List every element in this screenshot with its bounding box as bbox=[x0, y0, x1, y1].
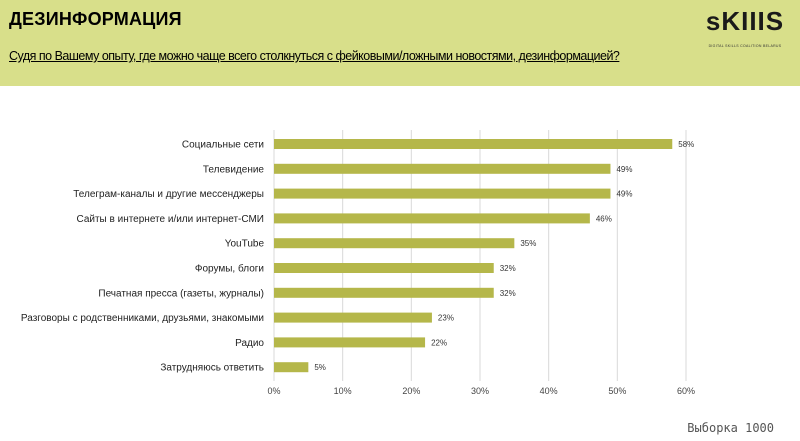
bar bbox=[274, 337, 426, 348]
x-tick-label: 0% bbox=[267, 386, 280, 396]
category-label: YouTube bbox=[225, 239, 265, 250]
value-label: 22% bbox=[431, 338, 447, 347]
bar bbox=[274, 139, 673, 149]
bar bbox=[274, 287, 494, 298]
value-label: 49% bbox=[616, 165, 632, 174]
value-label: 5% bbox=[314, 363, 326, 372]
x-tick-label: 50% bbox=[608, 386, 626, 396]
x-tick-label: 30% bbox=[471, 386, 489, 396]
logo-wordmark: sKIIIS bbox=[705, 6, 785, 36]
category-label: Сайты в интернете и/или интернет-СМИ bbox=[76, 214, 264, 225]
category-label: Радио bbox=[235, 338, 264, 349]
page-title: ДЕЗИНФОРМАЦИЯ bbox=[9, 9, 182, 29]
question-subtitle: Судя по Вашему опыту, где можно чаще все… bbox=[9, 49, 620, 63]
category-label: Затрудняюсь ответить bbox=[160, 363, 264, 374]
category-label: Печатная пресса (газеты, журналы) bbox=[98, 288, 264, 299]
value-label: 46% bbox=[596, 214, 612, 223]
value-label: 35% bbox=[520, 239, 536, 248]
value-label: 49% bbox=[616, 190, 632, 199]
label-layer: 0% 10% 20% 30% 40% 50% 60% Социальные сети 58% Те… bbox=[21, 140, 695, 397]
bar bbox=[274, 213, 590, 224]
value-label: 23% bbox=[438, 314, 454, 323]
x-tick-label: 60% bbox=[677, 386, 695, 396]
value-label: 32% bbox=[500, 264, 516, 273]
bar bbox=[274, 238, 515, 249]
bar bbox=[274, 188, 611, 199]
value-label: 32% bbox=[500, 289, 516, 298]
category-label: Разговоры с родственниками, друзьями, зн… bbox=[21, 313, 264, 324]
bar bbox=[274, 312, 432, 323]
category-label: Социальные сети bbox=[182, 140, 264, 151]
sample-size-note: Выборка 1000 bbox=[687, 421, 774, 435]
bar bbox=[274, 263, 494, 273]
category-label: Телевидение bbox=[203, 164, 265, 175]
category-label: Форумы, блоги bbox=[195, 263, 264, 275]
x-tick-label: 40% bbox=[540, 386, 558, 396]
header-band: ДЕЗИНФОРМАЦИЯ Судя по Вашему опыту, где … bbox=[0, 0, 800, 86]
category-label: Телеграм-каналы и другие мессенджеры bbox=[73, 189, 264, 200]
bar-layer bbox=[274, 139, 673, 373]
bar bbox=[274, 362, 309, 373]
skills-logo: sKIIIS DIGITAL SKILLS COALITION BELARUS bbox=[700, 6, 790, 52]
logo-tagline: DIGITAL SKILLS COALITION BELARUS bbox=[708, 44, 782, 48]
x-tick-label: 10% bbox=[334, 386, 352, 396]
value-label: 58% bbox=[678, 140, 694, 149]
x-tick-label: 20% bbox=[402, 386, 420, 396]
bar bbox=[274, 163, 611, 174]
bar-chart: 0% 10% 20% 30% 40% 50% 60% Социальные сети 58% Те… bbox=[21, 130, 695, 397]
